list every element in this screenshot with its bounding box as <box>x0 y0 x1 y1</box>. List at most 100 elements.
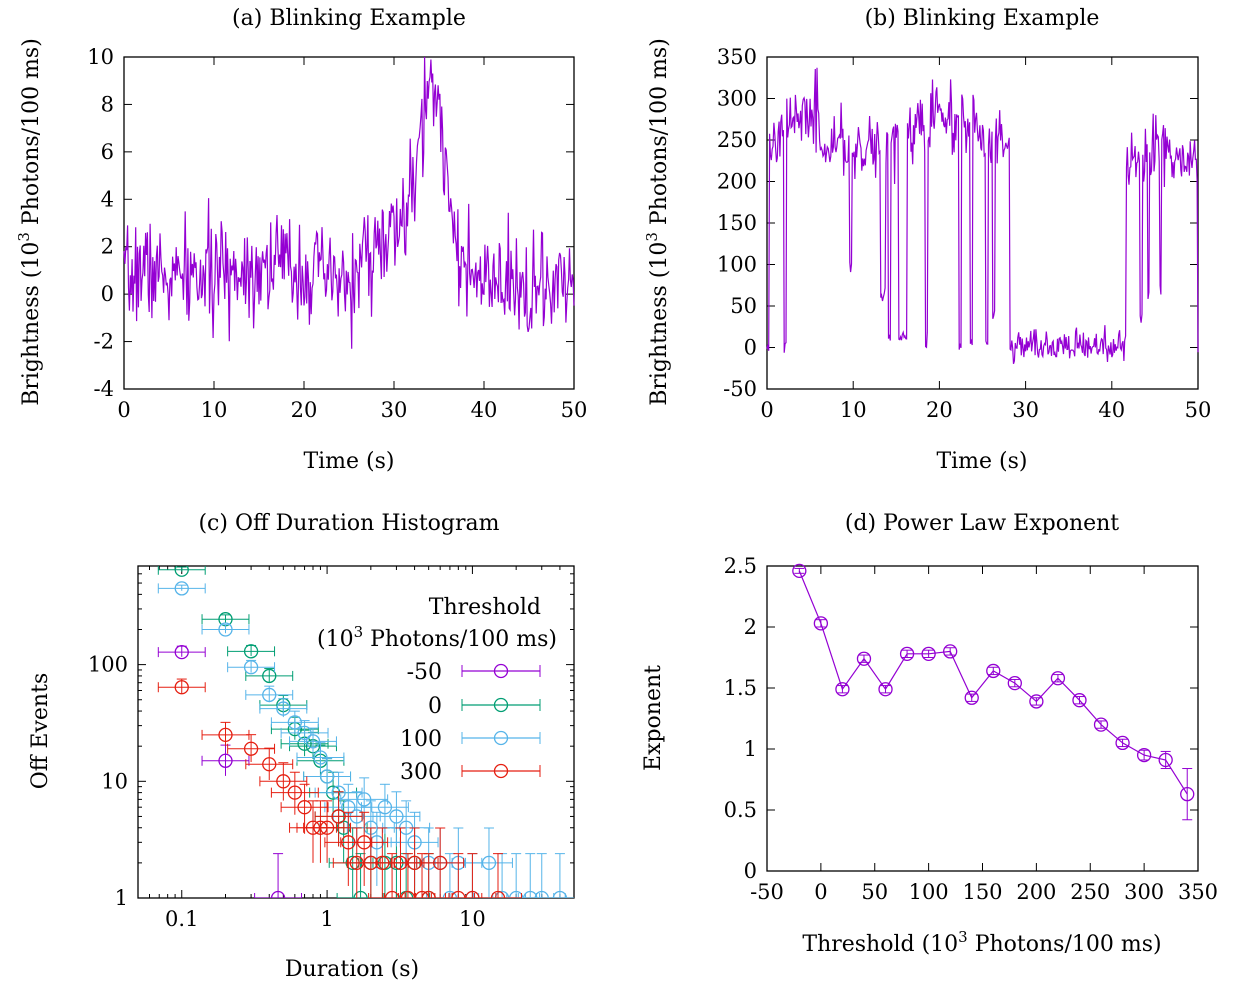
y-tick-label: 10 <box>87 45 114 69</box>
y-tick-label: 1 <box>115 886 128 910</box>
data-point <box>451 890 466 898</box>
data-point <box>899 646 915 661</box>
panel-c-title: (c) Off Duration Histogram <box>198 511 499 536</box>
data-point <box>262 668 277 684</box>
data-point <box>1136 747 1152 763</box>
panel-a-plot: 0 10 20 30 40 50 -4 -2 0 2 4 6 8 10 <box>87 45 587 422</box>
y-tick-label: 8 <box>101 92 114 116</box>
data-point <box>878 682 893 697</box>
data-point <box>174 581 189 596</box>
panel-a-ylabel: Brightness (103 Photons/100 ms) <box>15 38 44 406</box>
legend-item-100: 100 <box>400 727 541 752</box>
y-tick-label: -2 <box>94 330 114 354</box>
y-tick-label: 2 <box>101 235 114 259</box>
data-point <box>856 651 872 666</box>
y-tick-label: 350 <box>717 45 757 69</box>
x-tick-label: 50 <box>1185 398 1212 422</box>
series--50 <box>157 644 303 898</box>
data-point <box>943 644 958 659</box>
data-point <box>792 563 807 579</box>
panel-c-legend: Threshold (103 Photons/100 ms) -50 0 100 30… <box>317 595 557 785</box>
x-tick-label: 10 <box>459 907 486 931</box>
data-point <box>297 725 312 741</box>
data-point <box>377 800 393 815</box>
data-point <box>305 734 321 749</box>
data-point <box>218 753 233 768</box>
legend-label: 100 <box>400 727 442 752</box>
y-tick-label: 4 <box>101 187 114 211</box>
data-point <box>262 687 277 703</box>
plot-frame <box>766 565 1199 872</box>
y-tick-label: 10 <box>101 769 128 793</box>
data-point <box>481 855 497 871</box>
y-tick-label: 0 <box>101 282 114 306</box>
x-tick-label: 10 <box>840 398 867 422</box>
data-point <box>243 660 259 675</box>
x-tick-label: 0.1 <box>165 907 198 931</box>
y-tick-label: 250 <box>717 128 757 152</box>
legend-marker <box>493 763 509 779</box>
legend-label: 0 <box>428 694 442 719</box>
panel-b-xlabel: Time (s) <box>936 449 1027 474</box>
exponent-line <box>798 570 1188 795</box>
data-point <box>384 890 400 898</box>
data-point <box>1158 752 1173 768</box>
panel-c-plot: 0.1 1 10 1 10 100 <box>88 565 575 931</box>
data-point <box>490 890 506 898</box>
panel-b-ylabel: Brightness (103 Photons/100 ms) <box>643 38 672 406</box>
panel-b-title: (b) Blinking Example <box>865 6 1100 31</box>
panel-c-ylabel: Off Events <box>28 673 53 789</box>
data-point <box>297 800 312 815</box>
x-tick-label: 200 <box>1016 880 1056 904</box>
legend-marker <box>493 697 509 713</box>
y-tick-label: 1.5 <box>724 676 757 700</box>
y-tick-label: 0 <box>744 859 757 883</box>
x-tick-label: 20 <box>291 398 318 422</box>
y-tick-label: 0 <box>744 336 757 360</box>
y-tick-label: 100 <box>717 253 757 277</box>
y-tick-label: 150 <box>717 211 757 235</box>
data-point <box>1115 735 1130 751</box>
x-tick-label: 250 <box>1070 880 1110 904</box>
data-point <box>1007 675 1022 691</box>
data-point <box>174 644 189 660</box>
data-point <box>243 741 259 756</box>
data-point <box>276 701 291 716</box>
legend-items: -50 0 100 300 <box>400 660 541 785</box>
data-point <box>270 890 286 898</box>
data-point <box>218 727 233 743</box>
y-tick-label: 50 <box>730 294 757 318</box>
x-tick-label: 300 <box>1124 880 1164 904</box>
legend-marker <box>493 663 509 679</box>
y-tick-label: 2 <box>744 615 757 639</box>
data-point <box>313 750 328 765</box>
data-point <box>1180 786 1195 802</box>
data-point <box>389 809 404 824</box>
panel-d-xlabel: Threshold (103 Photons/100 ms) <box>802 928 1161 957</box>
panel-a-title: (a) Blinking Example <box>232 6 466 31</box>
y-tick-label: 1 <box>744 737 757 761</box>
y-tick-label: 200 <box>717 170 757 194</box>
data-point <box>319 769 335 784</box>
data-point <box>523 890 538 898</box>
data-point <box>218 622 233 637</box>
x-tick-label: 50 <box>861 880 888 904</box>
data-point <box>494 890 510 898</box>
x-tick-label: 40 <box>471 398 498 422</box>
trace-line <box>766 67 1199 364</box>
y-tick-label: 2.5 <box>724 554 757 578</box>
panel-c-xlabel: Duration (s) <box>285 957 419 982</box>
legend-label: 300 <box>400 760 442 785</box>
data-point <box>986 663 1001 679</box>
y-tick-label: -50 <box>723 377 757 401</box>
data-point <box>319 820 335 835</box>
legend-item-0: 0 <box>428 694 541 719</box>
data-point <box>174 680 189 695</box>
legend-subtitle: (103 Photons/100 ms) <box>317 623 557 652</box>
y-tick-label: 300 <box>717 87 757 111</box>
data-point <box>1072 693 1087 708</box>
data-point <box>1050 671 1066 686</box>
